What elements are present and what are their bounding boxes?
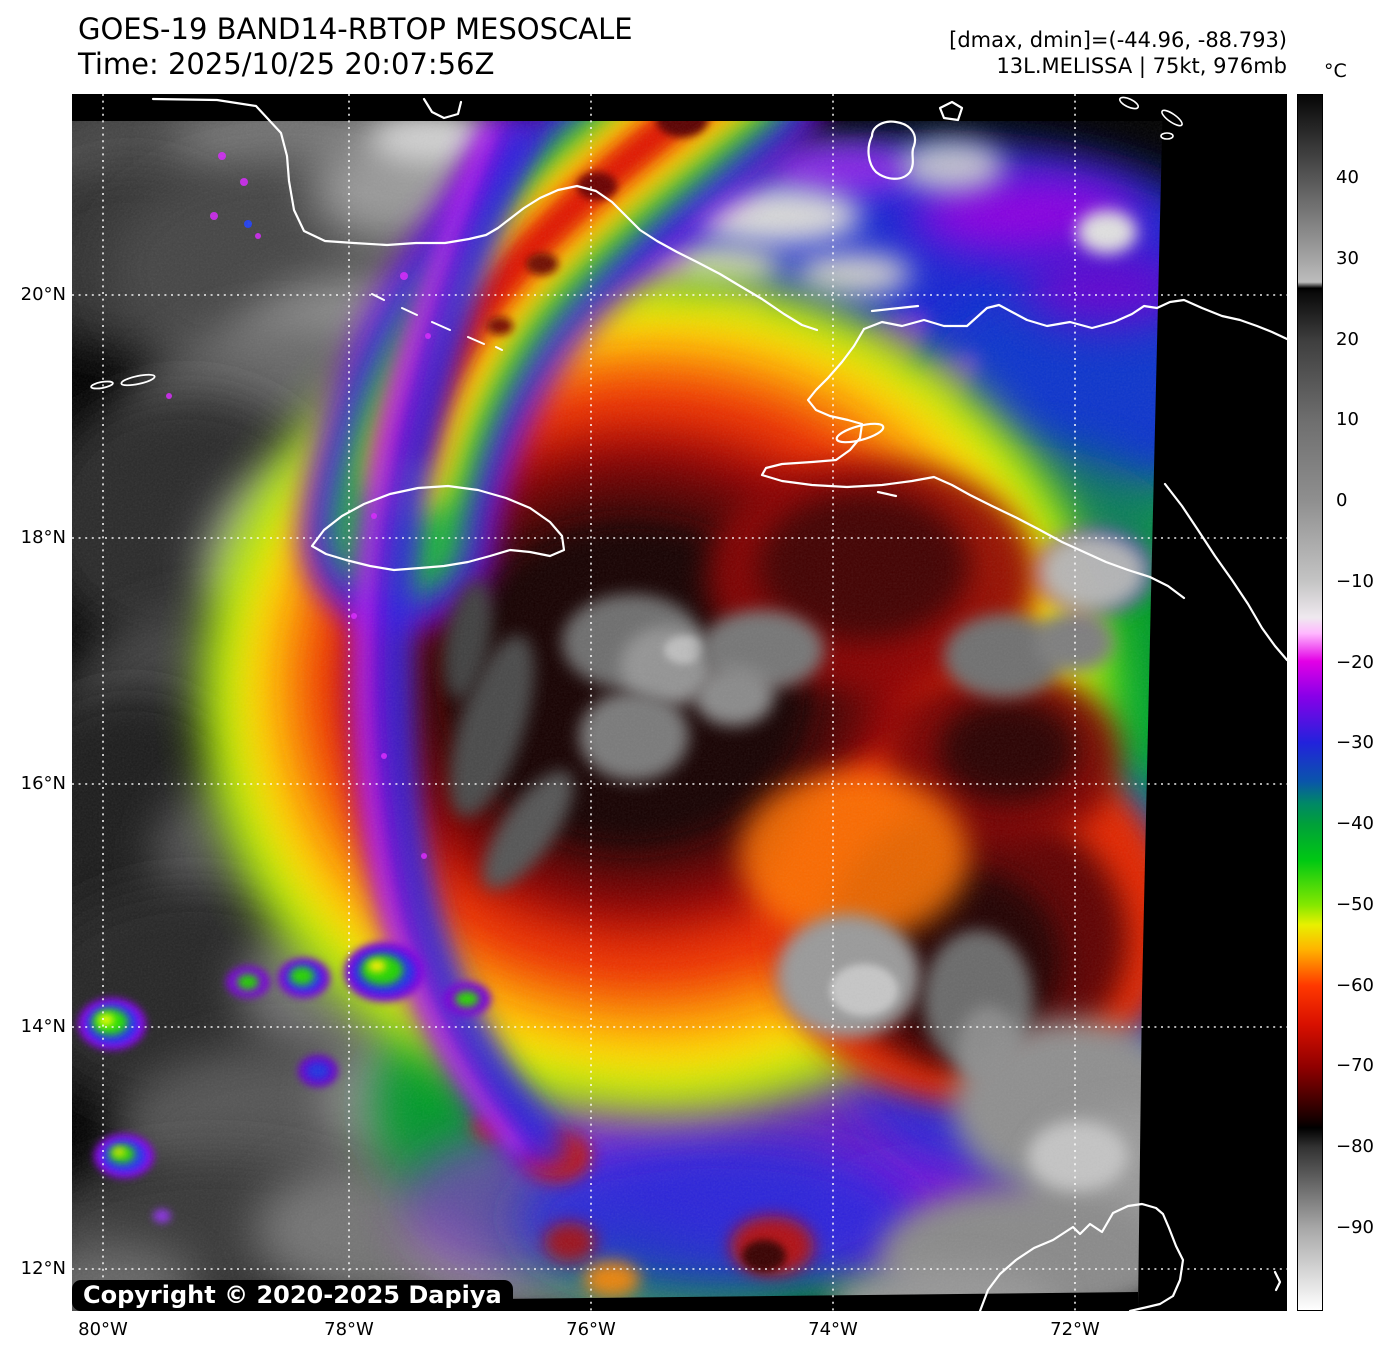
colorbar-tick: −90 [1336, 1217, 1374, 1238]
colorbar-tick: 10 [1336, 409, 1359, 430]
colorbar-tick: 30 [1336, 248, 1359, 269]
tortue-island [870, 304, 920, 313]
great-inagua [867, 120, 917, 180]
lat-label: 18°N [20, 527, 66, 548]
cayman-island [90, 380, 114, 390]
jardines-cays [371, 293, 503, 351]
lon-label: 74°W [808, 1319, 858, 1340]
colorbar-tick: 0 [1336, 490, 1348, 511]
cayman-island [120, 373, 156, 387]
zapata-peninsula [422, 97, 463, 120]
product-title: GOES-19 BAND14-RBTOP MESOSCALE [78, 12, 633, 46]
image-noise-texture [72, 121, 1163, 1301]
colorbar-tick: −20 [1336, 652, 1374, 673]
lon-label: 78°W [324, 1319, 374, 1340]
copyright-badge: Copyright © 2020-2025 Dapiya [72, 1280, 513, 1311]
colorbar-tick: −80 [1336, 1136, 1374, 1157]
coastlines [90, 96, 1287, 1311]
satellite-imagery [72, 94, 1287, 1311]
colorbar-tick: −10 [1336, 571, 1374, 592]
bahama-cay [1160, 132, 1174, 140]
colorbar-tick: 20 [1336, 329, 1359, 350]
colorbar-tick: 40 [1336, 167, 1359, 188]
dr-east-coast [1163, 482, 1287, 662]
satellite-map [72, 94, 1287, 1311]
lat-label: 14°N [20, 1016, 66, 1037]
timestamp: Time: 2025/10/25 20:07:56Z [78, 47, 495, 81]
colorbar-tick: −40 [1336, 813, 1374, 834]
lat-label: 16°N [20, 773, 66, 794]
lon-label: 80°W [78, 1319, 128, 1340]
lon-label: 72°W [1050, 1319, 1100, 1340]
dmax-dmin-readout: [dmax, dmin]=(-44.96, -88.793) [949, 28, 1287, 52]
coast-fragment [1273, 1270, 1282, 1292]
colorbar-tick: −50 [1336, 894, 1374, 915]
colorbar-tick: −70 [1336, 1055, 1374, 1076]
colorbar-unit-label: °C [1324, 60, 1347, 82]
colorbar-tick: −60 [1336, 975, 1374, 996]
bahama-cay [1118, 96, 1140, 110]
lon-label: 76°W [566, 1319, 616, 1340]
colorbar-tick: −30 [1336, 732, 1374, 753]
hispaniola-north-coast [862, 298, 1287, 341]
guajira-peninsula [978, 1202, 1185, 1311]
little-inagua [938, 100, 964, 122]
ile-a-vache [876, 490, 898, 498]
temperature-colorbar [1297, 94, 1323, 1311]
no-data-regions [72, 94, 1287, 1311]
haiti-claws-south-coast [760, 327, 1186, 600]
gonave-island [835, 422, 885, 444]
lat-label: 20°N [20, 284, 66, 305]
cuba-coastline [151, 97, 819, 332]
jamaica-coastline [310, 484, 566, 572]
graticule-gridlines [72, 94, 1287, 1311]
bahama-cay [1161, 109, 1183, 127]
storm-intensity-readout: 13L.MELISSA | 75kt, 976mb [996, 54, 1287, 78]
lat-label: 12°N [20, 1258, 66, 1279]
